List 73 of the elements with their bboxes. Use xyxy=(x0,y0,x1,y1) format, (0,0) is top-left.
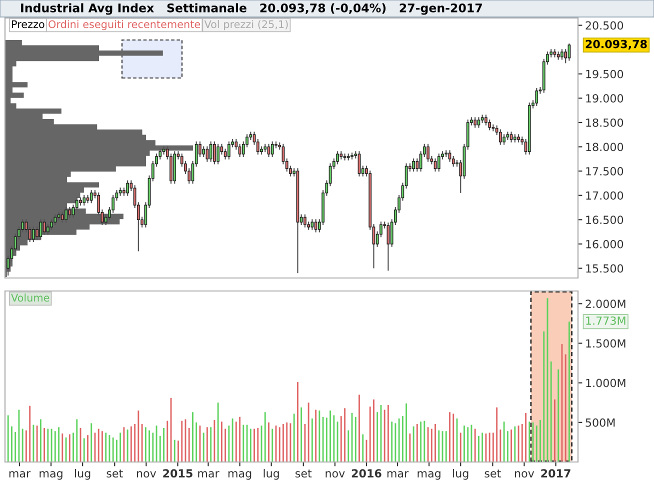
candlestick xyxy=(32,226,35,243)
x-tick-label: mag xyxy=(228,471,252,480)
x-tick-label: lug xyxy=(264,468,279,480)
y-tick-label: 15.500 xyxy=(586,264,624,273)
x-tick-label: mag xyxy=(418,471,440,480)
candlestick xyxy=(560,48,564,60)
y-tick-label: 16.500 xyxy=(586,216,624,224)
candlestick xyxy=(426,143,430,162)
candlestick xyxy=(437,153,440,172)
x-tick-label: mar xyxy=(9,471,31,478)
candlestick xyxy=(202,146,206,158)
candlestick xyxy=(227,140,230,160)
y-tick-label: 18.500 xyxy=(586,118,624,127)
candlestick xyxy=(216,143,220,165)
y-tick-label: 18.000 xyxy=(586,142,624,152)
y-tick-label: 19.500 xyxy=(586,70,624,78)
candlestick xyxy=(60,211,64,224)
candlestick xyxy=(502,134,506,146)
x-tick-label: nov xyxy=(515,471,534,478)
candlestick xyxy=(64,206,68,224)
candlestick xyxy=(416,158,419,172)
candlestick xyxy=(412,158,415,172)
x-tick-label: mar xyxy=(198,471,220,478)
y-tick-label: 20.500 xyxy=(586,21,624,30)
candlestick xyxy=(564,48,568,64)
annotation: Prezzo xyxy=(12,20,44,28)
x-tick-label: 2015 xyxy=(163,469,192,478)
candlestick xyxy=(270,140,274,158)
y-tick-label: 2.000M xyxy=(586,300,626,308)
y-tick-label: 16.000 xyxy=(586,240,624,248)
candlestick xyxy=(90,189,93,204)
candlestick xyxy=(304,214,306,228)
y-tick-label: 17.500 xyxy=(586,167,624,176)
candlestick xyxy=(419,150,422,172)
candlestick xyxy=(343,153,346,161)
candlestick xyxy=(209,140,212,162)
y-tick-label: 1.500M xyxy=(586,339,626,348)
candlestick xyxy=(54,214,57,226)
candlestick xyxy=(206,146,209,162)
x-tick-label: lug xyxy=(453,468,468,480)
candlestick xyxy=(36,226,38,240)
candlestick xyxy=(126,180,129,196)
x-tick-label: 2017 xyxy=(541,469,570,478)
annotation: Volume xyxy=(11,294,50,302)
y-tick-label: 500M xyxy=(586,418,615,427)
candlestick xyxy=(336,150,339,165)
candlestick xyxy=(477,116,480,128)
chart-title: Industrial Avg Index Settimanale 20.093,78 (-0,04%) 27-gen-2017 xyxy=(21,3,482,15)
y-tick-label: 19.000 xyxy=(586,94,624,103)
candlestick xyxy=(213,140,216,165)
y-tick-label: 17.000 xyxy=(586,191,624,200)
x-tick-label: nov xyxy=(136,471,156,478)
x-tick-label: set xyxy=(106,470,123,478)
candlestick xyxy=(39,218,42,240)
candlestick xyxy=(498,128,502,146)
text: 20.093,78 xyxy=(586,40,647,50)
candlestick xyxy=(358,150,361,177)
candlestick xyxy=(535,87,538,107)
candlestick xyxy=(474,116,477,128)
annotation: Ordini eseguiti recentemente xyxy=(48,20,200,30)
x-tick-label: mar xyxy=(387,471,409,478)
candlestick xyxy=(68,206,72,218)
x-tick-label: nov xyxy=(326,471,345,478)
x-tick-label: mag xyxy=(40,471,62,480)
text: 1.773M xyxy=(586,316,626,325)
x-tick-label: set xyxy=(296,470,312,478)
x-tick-label: set xyxy=(484,470,501,478)
x-tick-label: 2016 xyxy=(352,469,382,478)
annotation: Vol prezzi (25,1) xyxy=(204,20,288,30)
candlestick xyxy=(50,218,53,230)
x-tick-label: lug xyxy=(75,468,90,480)
candlestick xyxy=(82,194,86,206)
y-tick-label: 1.000M xyxy=(586,378,626,388)
